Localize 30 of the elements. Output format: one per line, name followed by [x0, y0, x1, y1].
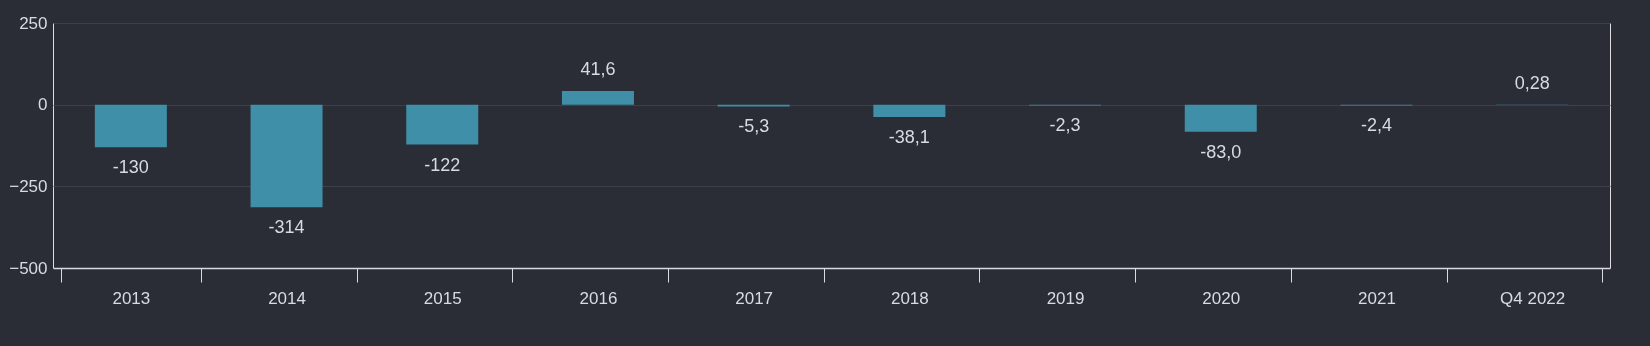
- y-tick-label: 0: [38, 95, 48, 115]
- data-label: -2,3: [1049, 115, 1081, 136]
- data-label: -2,4: [1360, 115, 1392, 136]
- bar: [94, 104, 167, 148]
- data-label: -38,1: [888, 127, 930, 148]
- x-tick-label: 2013: [112, 288, 151, 308]
- x-tick-label: 2014: [268, 288, 306, 308]
- y-tick-label: −500: [9, 258, 48, 278]
- data-label: -122: [424, 154, 461, 175]
- x-tick-label: 2019: [1046, 288, 1085, 308]
- bar: [561, 91, 634, 105]
- data-label: -130: [112, 157, 149, 178]
- x-tick-label: 2021: [1358, 288, 1396, 308]
- bar: [406, 104, 479, 145]
- x-tick-label: Q4 2022: [1500, 288, 1566, 308]
- bar: [1184, 104, 1257, 132]
- data-label: 0,28: [1514, 72, 1550, 93]
- x-tick-label: 2018: [890, 288, 929, 308]
- x-tick-label: 2016: [579, 288, 618, 308]
- bar: [873, 104, 946, 118]
- data-label: -314: [268, 217, 305, 238]
- data-label: -83,0: [1200, 141, 1242, 162]
- y-tick-label: 250: [19, 13, 48, 33]
- y-tick-label: −250: [9, 176, 48, 196]
- data-label: 41,6: [580, 59, 616, 80]
- data-label: -5,3: [738, 116, 770, 137]
- x-tick-label: 2020: [1202, 288, 1241, 308]
- bar: [250, 104, 323, 208]
- x-tick-label: 2017: [735, 288, 774, 308]
- x-tick-label: 2015: [423, 288, 462, 308]
